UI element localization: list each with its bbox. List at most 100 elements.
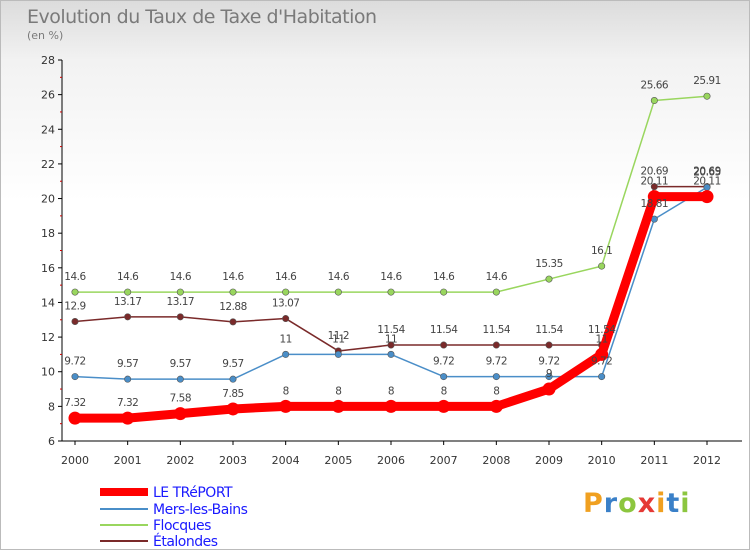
legend-label-3: Étalondes [153,533,218,550]
data-label: 11.54 [430,324,458,336]
data-point [647,190,661,204]
data-label: 15.35 [535,258,563,270]
data-point [650,97,658,105]
data-label: 9.72 [538,356,559,368]
y-tick-label: 20 [41,193,55,206]
data-label: 8 [441,385,447,397]
data-point [545,275,553,283]
logo-letter: t [666,488,681,519]
legend-label-1: Mers-les-Bains [153,502,248,518]
logo-letter: P [583,488,604,519]
data-label: 20.65 [693,166,721,178]
data-point [176,288,184,296]
series-line-2 [74,95,708,293]
x-tick-label: 2003 [219,454,247,467]
data-label: 7.32 [64,397,85,409]
data-label: 7.58 [170,393,191,405]
data-point [384,399,398,413]
series-line-1 [74,186,708,380]
y-tick-label: 8 [48,400,55,413]
data-point [440,288,448,296]
data-label: 14.6 [222,271,244,283]
y-tick-label: 10 [41,366,55,379]
data-point [176,313,184,321]
data-point [387,288,395,296]
data-point [282,350,290,358]
data-label: 14.6 [64,271,86,283]
data-label: 14.6 [486,271,508,283]
data-label: 9.57 [222,358,243,370]
y-tick-label: 26 [41,89,55,102]
data-point [437,399,451,413]
data-label: 9.72 [64,356,85,368]
data-point [545,341,553,349]
data-label: 12.88 [219,301,247,313]
data-point [545,373,553,381]
data-point [595,347,609,361]
data-label: 8 [335,385,341,397]
data-label: 25.91 [693,75,721,87]
x-tick-label: 2012 [693,454,721,467]
x-tick-label: 2004 [272,454,300,467]
data-point [598,262,606,270]
data-point [121,411,135,425]
data-label: 11.54 [535,324,563,336]
x-tick-label: 2007 [430,454,458,467]
data-point [650,183,658,191]
data-label: 8 [388,385,394,397]
data-label: 9.57 [170,358,191,370]
data-point [542,382,556,396]
data-label: 25.66 [641,80,669,92]
data-label: 13.17 [114,296,142,308]
data-point [124,375,132,383]
chart-subtitle: (en %) [27,29,64,42]
data-label: 12.9 [64,301,85,313]
x-tick-label: 2008 [482,454,510,467]
data-label: 11.54 [588,324,616,336]
data-point [282,288,290,296]
x-tick-label: 2010 [588,454,616,467]
legend-label-2: Flocques [153,518,211,534]
y-tick-label: 14 [41,296,55,309]
data-label: 13.17 [167,296,195,308]
x-tick-label: 2002 [166,454,194,467]
data-point [124,313,132,321]
data-label: 18.81 [641,198,669,210]
data-label: 7.32 [117,397,138,409]
data-label: 9.57 [117,358,138,370]
data-point [279,399,293,413]
data-point [124,288,132,296]
y-tick-label: 22 [41,158,55,171]
data-label: 8 [493,385,499,397]
y-tick-label: 12 [41,331,55,344]
data-label: 11.2 [328,330,349,342]
data-point [489,399,503,413]
data-label: 7.85 [222,388,243,400]
chart-title: Evolution du Taux de Taxe d'Habitation [27,6,377,28]
y-tick-label: 18 [41,227,55,240]
logo-letter: x [637,488,657,519]
data-label: 14.6 [433,271,455,283]
data-point [176,375,184,383]
data-label: 9.72 [433,356,454,368]
x-tick-label: 2009 [535,454,563,467]
data-point [387,350,395,358]
data-point [598,373,606,381]
x-tick-label: 2000 [61,454,89,467]
data-point [173,407,187,421]
data-label: 14.6 [170,271,192,283]
data-point [440,373,448,381]
data-label: 20.11 [693,176,721,188]
data-point [282,315,290,323]
data-point [71,288,79,296]
data-point [492,341,500,349]
data-point [440,341,448,349]
data-point [229,375,237,383]
data-point [700,190,714,204]
data-point [229,288,237,296]
data-label: 16.1 [591,245,612,257]
x-tick-label: 2005 [324,454,352,467]
logo-letter: i [680,488,691,519]
data-point [68,411,82,425]
